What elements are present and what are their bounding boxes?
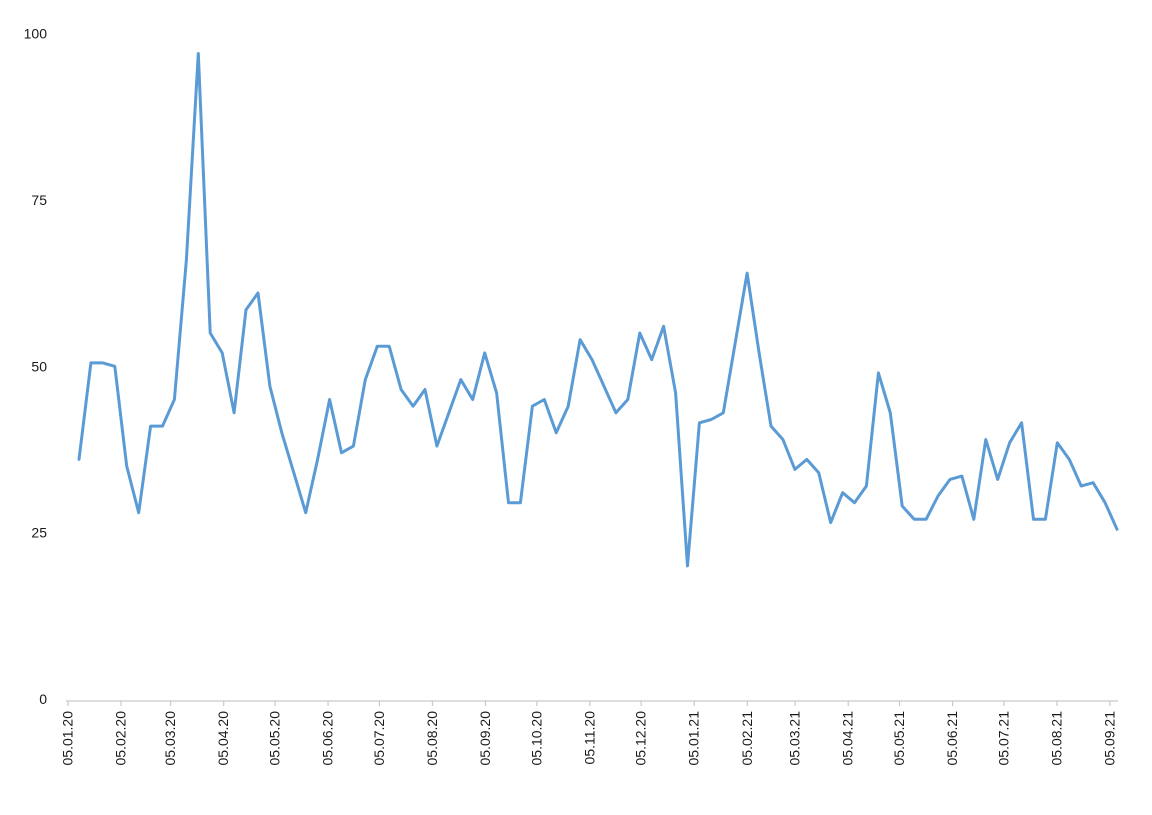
y-axis-label: 75 xyxy=(31,192,47,208)
x-axis-label: 05.05.21 xyxy=(891,711,907,766)
x-axis-label: 05.03.21 xyxy=(787,711,803,766)
y-axis-label: 100 xyxy=(24,26,48,42)
x-axis-label: 05.08.21 xyxy=(1048,711,1064,766)
x-axis-label: 05.01.20 xyxy=(60,711,76,766)
x-axis-label: 05.04.20 xyxy=(215,711,231,766)
y-axis-label: 25 xyxy=(31,525,47,541)
x-axis-label: 05.10.20 xyxy=(528,711,544,766)
x-axis-label: 05.11.20 xyxy=(581,711,597,765)
x-axis-label: 05.06.21 xyxy=(944,711,960,766)
x-axis-label: 05.09.20 xyxy=(477,711,493,766)
x-axis-label: 05.03.20 xyxy=(162,711,178,766)
x-axis-label: 05.07.20 xyxy=(371,711,387,766)
x-axis-label: 05.02.20 xyxy=(113,711,129,766)
y-axis-label: 0 xyxy=(39,691,47,707)
x-axis-label: 05.02.21 xyxy=(739,711,755,766)
x-axis-label: 05.05.20 xyxy=(267,711,283,766)
x-axis-label: 05.01.21 xyxy=(686,711,702,766)
x-axis-label: 05.08.20 xyxy=(424,711,440,766)
x-axis-label: 05.07.21 xyxy=(995,711,1011,766)
x-axis-label: 05.06.20 xyxy=(320,711,336,766)
x-axis-label: 05.09.21 xyxy=(1102,711,1118,766)
series-line xyxy=(77,52,1119,568)
x-axis-label: 05.04.21 xyxy=(840,711,856,766)
x-axis-label: 05.12.20 xyxy=(633,711,649,766)
y-axis-label: 50 xyxy=(31,358,47,374)
